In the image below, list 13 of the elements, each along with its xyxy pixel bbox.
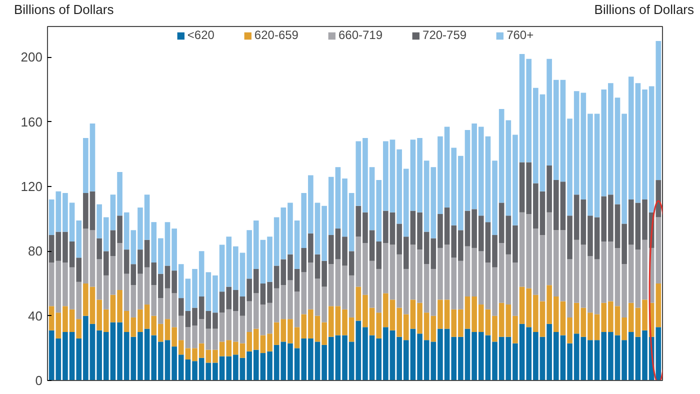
- y-axis-title: Billions of Dollars: [14, 1, 114, 19]
- legend-label: <620: [187, 28, 214, 42]
- legend-label: 760+: [506, 28, 534, 42]
- legend-label: 620-659: [254, 28, 298, 42]
- legend-label: 660-719: [338, 28, 383, 42]
- y-tick-label: 160: [20, 114, 43, 130]
- legend-label: 720-759: [422, 28, 467, 42]
- y-tick-label: 40: [28, 308, 43, 324]
- y2-axis-title: Billions of Dollars: [594, 1, 694, 19]
- y-tick-label: 120: [20, 179, 43, 194]
- y-tick-label: 80: [28, 244, 43, 259]
- y-tick-label: 200: [20, 50, 43, 65]
- y-tick-label: 0: [35, 373, 43, 388]
